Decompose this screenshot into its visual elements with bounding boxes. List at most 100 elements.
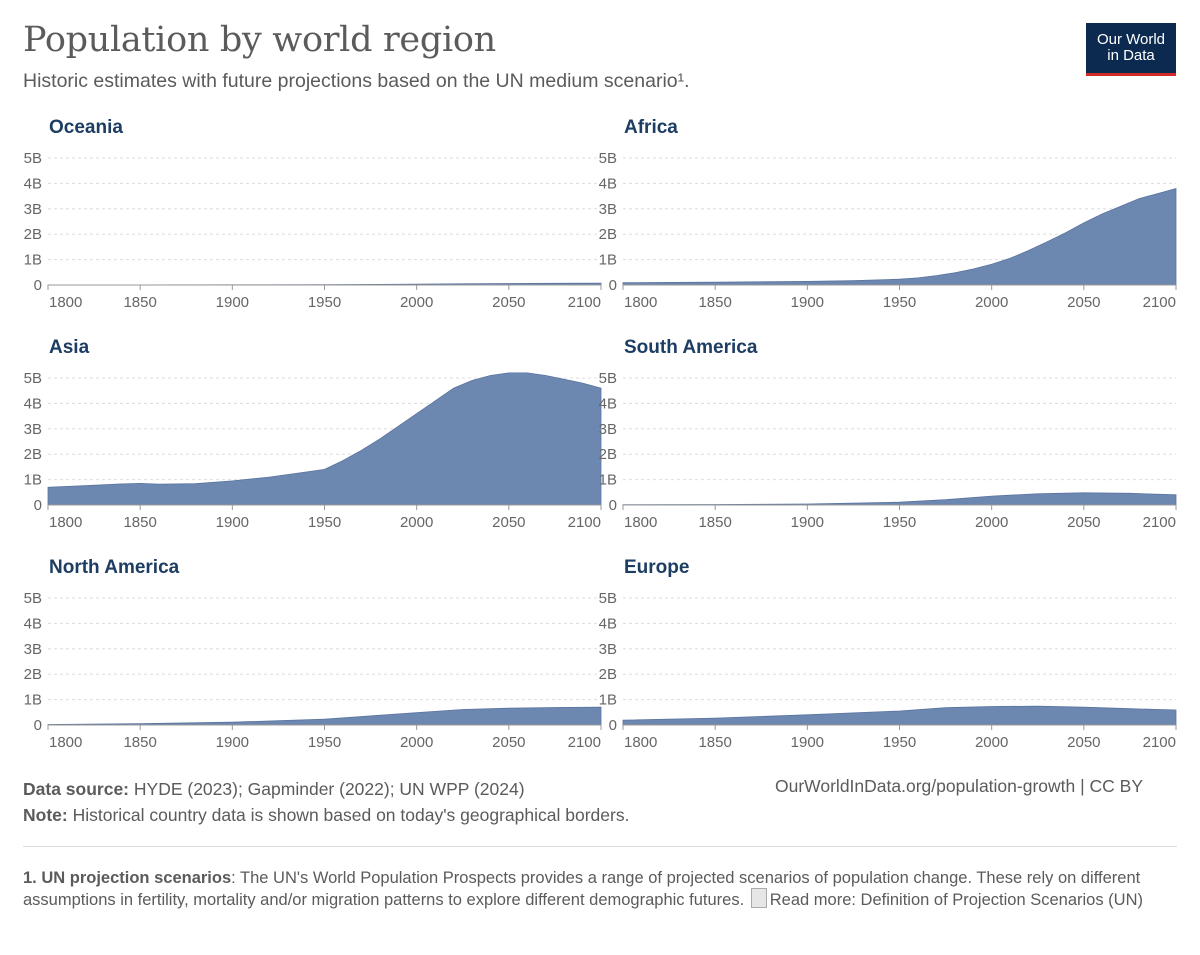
source-url-link[interactable]: OurWorldInData.org/population-growth xyxy=(775,776,1076,796)
y-tick-label-asia-0: 0 xyxy=(34,497,42,514)
x-tick-label-africa-5: 2050 xyxy=(1067,294,1100,311)
x-tick-label-south-america-1: 1850 xyxy=(698,514,731,531)
y-tick-label-north-america-5: 5B xyxy=(24,590,42,607)
small-multiples-chart: Oceania 0 1B 2B 3B 4B 5B 1800 1850 1900 1950 2000 20… xyxy=(24,117,1177,751)
x-tick-label-north-america-0: 1800 xyxy=(49,734,82,751)
y-tick-label-north-america-1: 1B xyxy=(24,692,42,709)
x-tick-label-europe-2: 1900 xyxy=(791,734,824,751)
x-tick-label-africa-3: 1950 xyxy=(883,294,916,311)
footer-sources: Data source: HYDE (2023); Gapminder (202… xyxy=(23,776,629,828)
y-tick-label-europe-3: 3B xyxy=(599,641,617,658)
note-line: Note: Historical country data is shown b… xyxy=(23,802,629,828)
area-south-america xyxy=(622,492,1177,506)
y-tick-label-europe-1: 1B xyxy=(599,692,617,709)
chart-title: Population by world region xyxy=(23,20,496,60)
area-africa xyxy=(622,187,1177,286)
y-tick-label-oceania-5: 5B xyxy=(24,150,42,167)
x-tick-label-south-america-0: 1800 xyxy=(624,514,657,531)
license-text: | CC BY xyxy=(1080,776,1144,796)
y-tick-label-south-america-0: 0 xyxy=(609,497,617,514)
footnote-label: 1. UN projection scenarios xyxy=(23,869,232,887)
y-tick-label-asia-4: 4B xyxy=(24,395,42,412)
y-tick-label-asia-3: 3B xyxy=(24,421,42,438)
x-tick-label-south-america-2: 1900 xyxy=(791,514,824,531)
panel-title-north-america: North America xyxy=(49,557,180,578)
chart-subtitle: Historic estimates with future projectio… xyxy=(23,70,690,92)
y-tick-label-north-america-4: 4B xyxy=(24,615,42,632)
x-tick-label-europe-0: 1800 xyxy=(624,734,657,751)
y-tick-label-south-america-2: 2B xyxy=(599,446,617,463)
y-tick-label-south-america-4: 4B xyxy=(599,395,617,412)
x-tick-label-oceania-4: 2000 xyxy=(400,294,433,311)
footnote: 1. UN projection scenarios: The UN's Wor… xyxy=(23,868,1173,910)
x-tick-label-asia-2: 1900 xyxy=(216,514,249,531)
x-tick-label-south-america-6: 2100 xyxy=(1143,514,1176,531)
panel-north-america: North America 0 1B 2B 3B 4B 5B 1800 1850 1900 1950… xyxy=(24,557,602,751)
read-more-link[interactable]: Read more: Definition of Projection Scen… xyxy=(769,891,1143,909)
x-tick-label-oceania-5: 2050 xyxy=(492,294,525,311)
panel-europe: Europe 0 1B 2B 3B 4B 5B 1800 1850 1900 1950 2000 205… xyxy=(599,557,1177,751)
x-tick-label-oceania-6: 2100 xyxy=(568,294,601,311)
y-tick-label-north-america-2: 2B xyxy=(24,666,42,683)
logo-line-1: Our World xyxy=(1096,31,1166,48)
x-tick-label-south-america-4: 2000 xyxy=(975,514,1008,531)
x-tick-label-africa-2: 1900 xyxy=(791,294,824,311)
y-tick-label-oceania-0: 0 xyxy=(34,277,42,294)
owid-logo[interactable]: Our World in Data xyxy=(1086,23,1176,76)
y-tick-label-africa-4: 4B xyxy=(599,175,617,192)
panel-title-africa: Africa xyxy=(624,117,678,138)
y-tick-label-south-america-5: 5B xyxy=(599,370,617,387)
y-tick-label-oceania-1: 1B xyxy=(24,252,42,269)
y-tick-label-oceania-4: 4B xyxy=(24,175,42,192)
x-tick-label-africa-6: 2100 xyxy=(1143,294,1176,311)
x-tick-label-africa-1: 1850 xyxy=(698,294,731,311)
y-tick-label-south-america-1: 1B xyxy=(599,472,617,489)
x-tick-label-oceania-1: 1850 xyxy=(123,294,156,311)
area-north-america xyxy=(47,706,602,726)
x-tick-label-europe-1: 1850 xyxy=(698,734,731,751)
panel-title-oceania: Oceania xyxy=(49,117,123,138)
x-tick-label-asia-3: 1950 xyxy=(308,514,341,531)
x-tick-label-europe-4: 2000 xyxy=(975,734,1008,751)
x-tick-label-north-america-1: 1850 xyxy=(123,734,156,751)
panel-title-south-america: South America xyxy=(624,337,758,358)
x-tick-label-asia-0: 1800 xyxy=(49,514,82,531)
y-tick-label-africa-0: 0 xyxy=(609,277,617,294)
y-tick-label-europe-5: 5B xyxy=(599,590,617,607)
x-tick-label-europe-5: 2050 xyxy=(1067,734,1100,751)
area-europe xyxy=(622,705,1177,726)
x-tick-label-south-america-3: 1950 xyxy=(883,514,916,531)
panel-south-america: South America 0 1B 2B 3B 4B 5B 1800 1850 1900 1950… xyxy=(599,337,1177,531)
panel-oceania: Oceania 0 1B 2B 3B 4B 5B 1800 1850 1900 1950 2000 20… xyxy=(24,117,602,311)
x-tick-label-europe-3: 1950 xyxy=(883,734,916,751)
x-tick-label-asia-4: 2000 xyxy=(400,514,433,531)
x-tick-label-oceania-2: 1900 xyxy=(216,294,249,311)
y-tick-label-africa-1: 1B xyxy=(599,252,617,269)
x-tick-label-europe-6: 2100 xyxy=(1143,734,1176,751)
x-tick-label-africa-0: 1800 xyxy=(624,294,657,311)
x-tick-label-north-america-2: 1900 xyxy=(216,734,249,751)
logo-line-2: in Data xyxy=(1107,47,1155,64)
x-tick-label-north-america-5: 2050 xyxy=(492,734,525,751)
y-tick-label-europe-2: 2B xyxy=(599,666,617,683)
x-tick-label-africa-4: 2000 xyxy=(975,294,1008,311)
y-tick-label-asia-5: 5B xyxy=(24,370,42,387)
data-source-text: HYDE (2023); Gapminder (2022); UN WPP (2… xyxy=(133,779,525,799)
x-tick-label-north-america-3: 1950 xyxy=(308,734,341,751)
footer-attribution: OurWorldInData.org/population-growth | C… xyxy=(775,776,1143,797)
y-tick-label-north-america-0: 0 xyxy=(34,717,42,734)
y-tick-label-africa-2: 2B xyxy=(599,226,617,243)
y-tick-label-oceania-2: 2B xyxy=(24,226,42,243)
y-tick-label-asia-1: 1B xyxy=(24,472,42,489)
data-source-label: Data source: xyxy=(23,779,130,799)
x-tick-label-oceania-3: 1950 xyxy=(308,294,341,311)
x-tick-label-asia-5: 2050 xyxy=(492,514,525,531)
document-icon xyxy=(750,888,767,908)
data-source-line: Data source: HYDE (2023); Gapminder (202… xyxy=(23,776,629,802)
area-asia xyxy=(47,372,602,506)
y-tick-label-europe-0: 0 xyxy=(609,717,617,734)
y-tick-label-africa-5: 5B xyxy=(599,150,617,167)
y-tick-label-north-america-3: 3B xyxy=(24,641,42,658)
x-tick-label-south-america-5: 2050 xyxy=(1067,514,1100,531)
panel-title-asia: Asia xyxy=(49,337,90,358)
